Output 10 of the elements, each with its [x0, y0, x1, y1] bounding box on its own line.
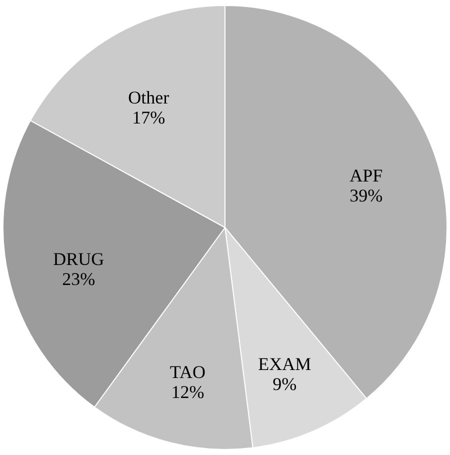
data-label: 23% — [62, 269, 96, 290]
data-label: 12% — [171, 382, 204, 402]
data-label: 9% — [272, 374, 297, 394]
slice-label: EXAM — [258, 354, 312, 374]
data-label: 17% — [132, 107, 166, 128]
data-label: 39% — [350, 186, 383, 206]
slice-label: APF — [350, 166, 383, 186]
slice-label: TAO — [170, 362, 206, 382]
slice-label: DRUG — [53, 249, 104, 270]
slice-label: Other — [128, 87, 170, 108]
